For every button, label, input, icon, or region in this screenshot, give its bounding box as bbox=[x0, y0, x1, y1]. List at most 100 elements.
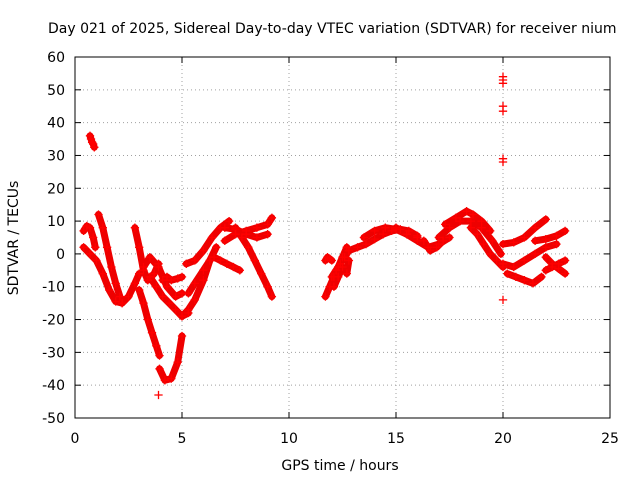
data-point bbox=[520, 256, 529, 265]
data-point bbox=[130, 223, 140, 232]
data-point bbox=[370, 226, 379, 236]
data-point bbox=[117, 298, 127, 308]
data-point bbox=[338, 262, 347, 272]
data-point bbox=[537, 272, 546, 282]
data-point bbox=[445, 223, 454, 232]
data-point bbox=[79, 243, 88, 252]
data-point bbox=[498, 259, 508, 268]
data-point bbox=[257, 269, 266, 278]
data-point bbox=[98, 269, 107, 278]
data-point bbox=[90, 143, 99, 152]
plot-frame bbox=[74, 56, 611, 419]
data-point bbox=[139, 298, 148, 308]
series-trace-arc-34 bbox=[542, 253, 569, 278]
data-point bbox=[158, 292, 167, 301]
data-point bbox=[434, 233, 443, 242]
data-point bbox=[216, 256, 225, 265]
data-point bbox=[552, 231, 561, 241]
series-trace-arc-17 bbox=[221, 214, 276, 245]
chart-title: Day 021 of 2025, Sidereal Day-to-day VTE… bbox=[48, 21, 617, 37]
data-point bbox=[89, 139, 98, 149]
y-tick-label: -30 bbox=[42, 345, 65, 361]
series-trace-arc-03 bbox=[80, 243, 143, 307]
data-point bbox=[541, 266, 550, 275]
data-point bbox=[155, 351, 164, 360]
data-point bbox=[143, 315, 152, 324]
data-point bbox=[177, 272, 187, 282]
data-point bbox=[85, 249, 95, 259]
y-tick-label: 50 bbox=[47, 83, 65, 99]
data-point bbox=[155, 364, 164, 373]
data-point bbox=[242, 226, 251, 236]
data-point bbox=[102, 243, 112, 252]
data-point bbox=[387, 226, 396, 236]
data-point bbox=[231, 230, 240, 239]
data-point bbox=[498, 295, 508, 305]
data-point bbox=[92, 256, 101, 265]
data-point bbox=[391, 223, 401, 232]
data-point bbox=[135, 285, 144, 295]
data-point bbox=[520, 276, 529, 285]
data-point bbox=[468, 210, 478, 219]
x-axis-label: GPS time / hours bbox=[281, 458, 398, 474]
data-point bbox=[548, 259, 557, 268]
data-point bbox=[171, 305, 180, 314]
data-point bbox=[503, 269, 512, 278]
data-point bbox=[158, 276, 167, 285]
data-point bbox=[541, 243, 550, 252]
data-point bbox=[438, 236, 448, 245]
data-point bbox=[79, 226, 88, 236]
data-point bbox=[244, 243, 253, 252]
data-point bbox=[152, 282, 161, 291]
data-point bbox=[451, 213, 461, 222]
y-tick-label: -10 bbox=[42, 280, 65, 296]
data-point bbox=[370, 234, 379, 244]
data-point bbox=[115, 292, 125, 301]
data-point bbox=[560, 256, 570, 265]
x-tick-label: 25 bbox=[601, 431, 619, 447]
data-point bbox=[329, 282, 339, 291]
data-point bbox=[359, 233, 369, 242]
data-point bbox=[199, 266, 208, 275]
data-point bbox=[167, 276, 176, 285]
data-point bbox=[98, 223, 107, 232]
data-point bbox=[231, 223, 240, 232]
x-tick-label: 5 bbox=[178, 431, 187, 447]
data-point bbox=[498, 154, 508, 163]
data-point bbox=[477, 223, 486, 232]
data-point bbox=[327, 256, 336, 265]
data-point bbox=[530, 223, 540, 232]
data-point bbox=[173, 274, 182, 283]
data-point bbox=[361, 239, 371, 249]
data-point bbox=[235, 266, 244, 275]
series-trace-arc-27 bbox=[441, 207, 494, 235]
data-point bbox=[479, 239, 488, 249]
data-point bbox=[263, 230, 272, 239]
data-point bbox=[321, 292, 330, 301]
data-point bbox=[229, 262, 238, 272]
data-point bbox=[147, 328, 157, 337]
data-point bbox=[222, 259, 232, 268]
data-point bbox=[381, 223, 390, 232]
data-point bbox=[85, 131, 95, 140]
data-point bbox=[111, 279, 120, 288]
data-point bbox=[498, 102, 508, 111]
data-point bbox=[560, 226, 570, 236]
data-point bbox=[552, 239, 561, 249]
y-tick-label: -20 bbox=[42, 313, 65, 329]
data-point bbox=[263, 282, 272, 291]
data-point bbox=[419, 236, 428, 245]
y-tick-label: 60 bbox=[47, 50, 65, 66]
data-point bbox=[541, 234, 550, 244]
data-point bbox=[224, 216, 234, 226]
data-point bbox=[473, 230, 482, 239]
data-point bbox=[107, 262, 116, 272]
x-tick-label: 0 bbox=[71, 431, 80, 447]
data-point bbox=[150, 269, 159, 278]
data-point bbox=[105, 285, 114, 295]
data-point bbox=[530, 249, 540, 259]
data-point bbox=[154, 262, 163, 272]
data-point bbox=[130, 279, 140, 288]
data-point bbox=[402, 230, 411, 239]
